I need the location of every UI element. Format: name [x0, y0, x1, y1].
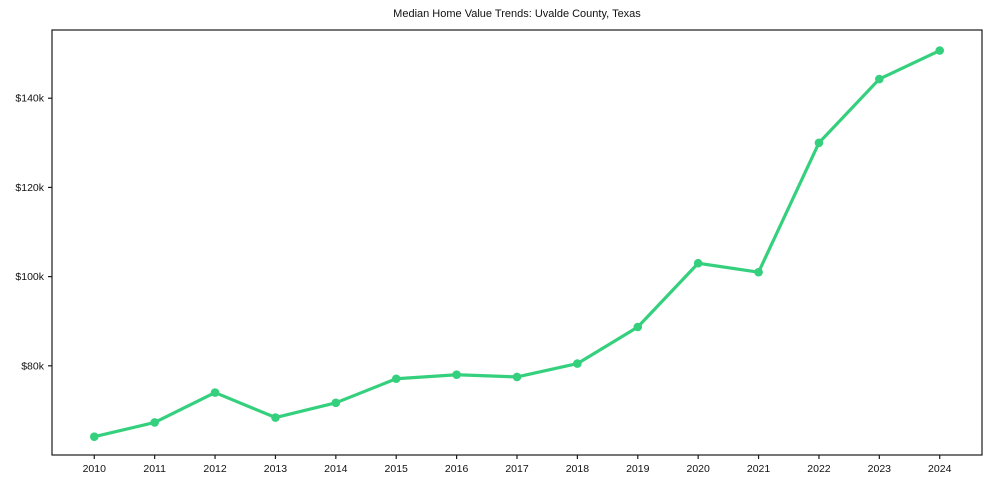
data-point-2013 [271, 413, 280, 422]
data-point-2021 [754, 267, 763, 277]
x-tick-label-2017: 2017 [505, 463, 529, 475]
y-tick-label-$140k: $140k [15, 93, 44, 105]
y-tick-label-$100k: $100k [15, 271, 44, 283]
x-tick-label-2015: 2015 [385, 463, 409, 475]
data-point-2016 [452, 370, 461, 380]
data-point-2017 [512, 372, 522, 382]
data-point-2014 [331, 398, 341, 408]
x-tick-label-2011: 2011 [143, 463, 166, 475]
y-tick-label-$120k: $120k [15, 182, 44, 194]
data-point-2024 [935, 46, 945, 55]
plot-border [51, 29, 983, 456]
x-tick-label-2018: 2018 [566, 463, 590, 475]
data-point-2010 [89, 432, 99, 442]
x-tick-label-2019: 2019 [626, 463, 650, 475]
x-tick-label-2023: 2023 [868, 463, 892, 475]
x-tick-label-2012: 2012 [203, 463, 227, 475]
y-tick-label-$80k: $80k [21, 360, 45, 372]
data-point-2023 [875, 74, 884, 84]
x-tick-label-2010: 2010 [83, 463, 107, 475]
x-tick-label-2022: 2022 [807, 463, 831, 475]
x-tick-label-2021: 2021 [747, 463, 771, 475]
data-point-2012 [210, 388, 220, 397]
data-point-2018 [573, 359, 582, 368]
x-tick-label-2014: 2014 [324, 463, 348, 475]
x-tick-label-2013: 2013 [264, 463, 288, 475]
x-tick-label-2016: 2016 [445, 463, 469, 475]
chart-title: Median Home Value Trends: Uvalde County,… [393, 8, 641, 20]
x-tick-label-2024: 2024 [928, 463, 952, 475]
x-tick-label-2020: 2020 [686, 463, 710, 475]
data-point-2022 [814, 138, 824, 148]
data-point-2015 [391, 374, 401, 384]
data-point-2020 [693, 258, 703, 268]
data-point-2019 [633, 322, 643, 332]
data-point-2011 [150, 418, 159, 427]
